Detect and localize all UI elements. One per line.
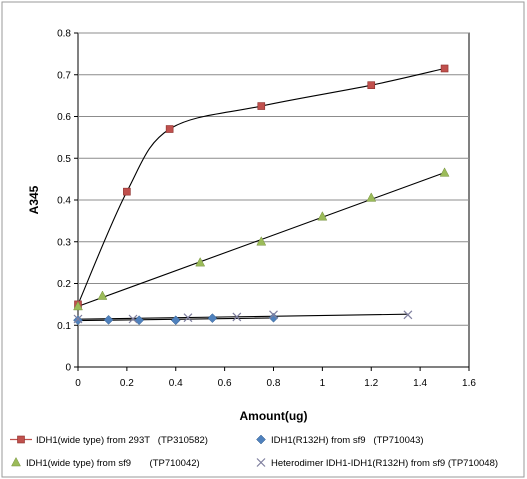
legend-label: Heterodimer IDH1-IDH1(R132H) from sf9 (T…: [271, 458, 498, 469]
series-2-point: [256, 236, 267, 246]
series-0-point: [367, 81, 376, 89]
series-3-point: [128, 314, 138, 324]
series-3-point: [183, 313, 193, 323]
series-2-point: [317, 211, 328, 221]
series-marks: [73, 64, 450, 326]
y-axis-title: A345: [27, 185, 41, 214]
series-3-point: [403, 310, 413, 320]
axis-ticks: 0 0.1 0.2 0.3 0.4 0.5 0.6 0.7 0.8 0 0.2 0.4 0.6 0.8 1 1…: [57, 29, 476, 390]
series-2-point: [97, 290, 108, 300]
legend-label: IDH1(R132H) from sf9 (TP710043): [271, 435, 424, 446]
series-3-point: [232, 312, 242, 322]
series-1-point: [170, 315, 181, 326]
series-1-point: [268, 312, 279, 323]
x-tick-label: 1: [320, 378, 326, 389]
legend-label: IDH1(wide type) from sf9 (TP710042): [26, 458, 200, 469]
series-0-point: [440, 64, 449, 73]
y-tick-label: 0.3: [57, 237, 71, 248]
series-1-point: [103, 314, 114, 325]
x-tick-label: 1.6: [462, 378, 476, 389]
x-tick-label: 0: [75, 378, 81, 389]
series-0-point: [123, 187, 131, 196]
x-axis-title: Amount(ug): [240, 409, 308, 423]
series-3-point: [73, 314, 83, 324]
series-2-point: [439, 167, 450, 177]
series-0-point: [165, 125, 174, 133]
legend-item-3: Heterodimer IDH1-IDH1(R132H) from sf9 (T…: [256, 458, 498, 469]
series-3-point: [269, 310, 278, 320]
y-tick-label: 0.4: [57, 196, 71, 207]
y-tick-label: 0.1: [57, 321, 71, 332]
y-tick-label: 0.6: [57, 112, 71, 123]
legend-marker: [17, 435, 25, 444]
legend-item-1: IDH1(R132H) from sf9 (TP710043): [256, 434, 424, 446]
legend-marker: [256, 434, 266, 445]
legend-label: IDH1(wide type) from 293T (TP310582): [36, 435, 208, 446]
y-tick-label: 0.7: [57, 70, 71, 81]
y-tick-label: 0.8: [57, 29, 71, 40]
x-tick-label: 1.2: [364, 378, 378, 389]
series-2-point: [366, 192, 377, 202]
x-tick-label: 1.4: [413, 378, 427, 389]
y-tick-label: 0: [65, 363, 71, 374]
x-tick-label: 0.2: [120, 378, 134, 389]
legend-item-0: IDH1(wide type) from 293T (TP310582): [10, 435, 208, 446]
series-0-point: [257, 102, 266, 110]
legend-item-2: IDH1(wide type) from sf9 (TP710042): [11, 456, 200, 469]
legend-marker: [256, 458, 266, 467]
x-tick-label: 0.6: [218, 378, 232, 389]
series-1-point: [207, 313, 218, 324]
legend-marker: [11, 456, 21, 467]
y-tick-label: 0.5: [57, 154, 71, 165]
y-tick-label: 0.2: [57, 279, 71, 290]
legend: IDH1(wide type) from 293T (TP310582) IDH1…: [10, 434, 498, 469]
series-2-point: [195, 257, 206, 267]
series-2-point: [73, 300, 83, 311]
x-tick-label: 0.4: [169, 378, 183, 389]
x-tick-label: 0.8: [267, 378, 281, 389]
series-1-point: [73, 315, 83, 326]
